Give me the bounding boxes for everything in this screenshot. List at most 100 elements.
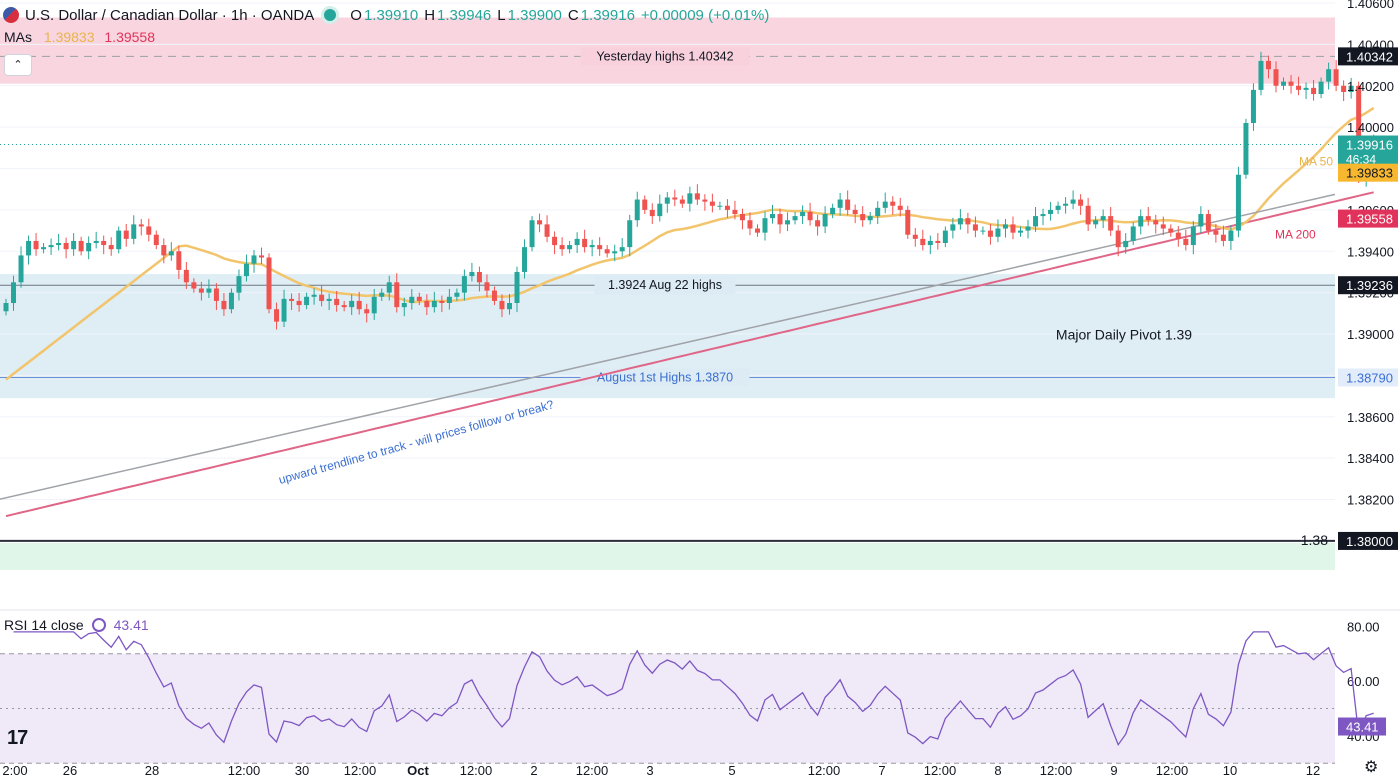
candle-body: [1160, 224, 1166, 229]
candle-body: [424, 300, 430, 308]
candle-body: [544, 224, 550, 237]
level-label-bg: [580, 47, 750, 66]
rsi-legend[interactable]: RSI 14 close 43.41: [4, 617, 149, 633]
candle-body: [108, 245, 114, 250]
candle-body: [897, 205, 903, 210]
candle-body: [935, 240, 941, 243]
candle-body: [957, 218, 963, 225]
candle-body: [702, 199, 708, 202]
chevron-up-icon[interactable]: ⌃: [4, 54, 32, 76]
candle-body: [672, 197, 678, 200]
candle-body: [484, 282, 490, 291]
time-axis[interactable]: 2:00 26 28 12:00 30 12:00 Oct 12:00 2 12:00 3 5 12:0…: [2, 763, 1320, 778]
candle-body: [78, 240, 84, 252]
level-price-tag: [1338, 368, 1398, 387]
candle-body: [965, 218, 971, 225]
time-tick-label: 12:00: [228, 763, 261, 778]
price-tags: 1.40342 1.39236 1.38790 1.38000 1.3991646:34…: [1338, 47, 1398, 736]
indicator-lines: [0, 106, 1375, 518]
candle-body: [41, 247, 47, 250]
time-tick-label: 30: [295, 763, 309, 778]
candle-body: [1273, 69, 1279, 86]
candle-body: [642, 199, 648, 210]
candle-body: [1228, 230, 1234, 241]
price-tick-label: 1.40200: [1347, 79, 1394, 94]
candle-body: [770, 214, 776, 219]
level-label: Yesterday highs 1.40342: [596, 49, 733, 63]
candle-body: [364, 309, 370, 314]
candle-body: [311, 294, 317, 297]
candle-body: [1100, 216, 1106, 221]
level-price-tag-text: 1.38790: [1346, 370, 1393, 385]
candle-body: [890, 201, 896, 206]
time-tick-label: 7: [878, 763, 885, 778]
rsi-value-tag: [1338, 717, 1386, 736]
price-axis[interactable]: 1.406001.404001.402001.400001.398001.396…: [1347, 0, 1394, 549]
candle-body: [739, 214, 745, 221]
level-price-tag-text: 1.40342: [1346, 49, 1393, 64]
ma-legend[interactable]: MAs 1.39833 1.39558: [4, 29, 155, 45]
close-label: C: [567, 6, 579, 24]
candle-body: [1198, 214, 1204, 227]
candle-body: [1190, 226, 1196, 246]
candle-body: [1153, 220, 1159, 225]
time-tick-label: 8: [994, 763, 1001, 778]
candle-body: [326, 298, 332, 301]
price-tick-label: 1.38600: [1347, 410, 1394, 425]
candle-body: [228, 292, 234, 310]
last-price-tag-text: 1.39916: [1346, 138, 1393, 153]
candle-body: [1296, 85, 1302, 90]
symbol-title[interactable]: U.S. Dollar / Canadian Dollar · 1h · OAN…: [25, 6, 315, 24]
candle-body: [1250, 89, 1256, 123]
candle-body: [1235, 174, 1241, 231]
gear-icon[interactable]: ⚙: [1364, 759, 1379, 776]
price-tick-label: 1.38400: [1347, 451, 1394, 466]
candle-body: [161, 245, 167, 256]
rsi-tick-label: 60.00: [1347, 674, 1380, 689]
level-label: 1.3924 Aug 22 highs: [608, 278, 722, 292]
candle-body: [439, 300, 445, 303]
time-tick-label: 28: [145, 763, 159, 778]
time-tick-label: 10: [1223, 763, 1237, 778]
candle-body: [198, 288, 204, 293]
candle-body: [807, 211, 813, 221]
candle-body: [48, 245, 54, 248]
tradingview-logo[interactable]: 17: [7, 727, 28, 749]
candle-body: [56, 243, 62, 246]
candle-body: [612, 251, 618, 254]
candle-body: [356, 300, 362, 310]
low-value: 1.39900: [507, 6, 562, 24]
candle-body: [920, 238, 926, 246]
level-label: August 1st Highs 1.3870: [597, 370, 733, 384]
time-tick-label: 2: [530, 763, 537, 778]
symbol-header[interactable]: U.S. Dollar / Canadian Dollar · 1h · OAN…: [0, 4, 769, 26]
candle-body: [101, 240, 107, 246]
time-tick-label: 12: [1306, 763, 1320, 778]
candle-body: [446, 296, 452, 303]
candle-body: [987, 230, 993, 237]
time-tick-label: 12:00: [1156, 763, 1189, 778]
candle-body: [1258, 60, 1264, 90]
price-tick-label: 1.40600: [1347, 0, 1394, 11]
candle-body: [567, 245, 573, 250]
candlesticks: [3, 51, 1377, 330]
candle-body: [33, 240, 39, 250]
candle-body: [1055, 205, 1061, 210]
candle-body: [409, 296, 415, 303]
candle-body: [867, 216, 873, 221]
candle-body: [792, 216, 798, 221]
candle-body: [597, 245, 603, 250]
refresh-icon[interactable]: [91, 618, 106, 632]
candle-body: [371, 296, 377, 314]
candle-body: [589, 245, 595, 248]
candle-body: [634, 199, 640, 221]
change-value: +0.00009 (+0.01%): [640, 6, 770, 24]
rsi-value-tag-text: 43.41: [1346, 720, 1379, 735]
rsi-source: close: [50, 617, 84, 633]
pivot-annotation: Major Daily Pivot 1.39: [1056, 327, 1192, 343]
time-tick-label: 12:00: [460, 763, 493, 778]
candle-body: [116, 230, 122, 250]
candle-body: [131, 224, 137, 239]
candle-body: [259, 255, 265, 258]
